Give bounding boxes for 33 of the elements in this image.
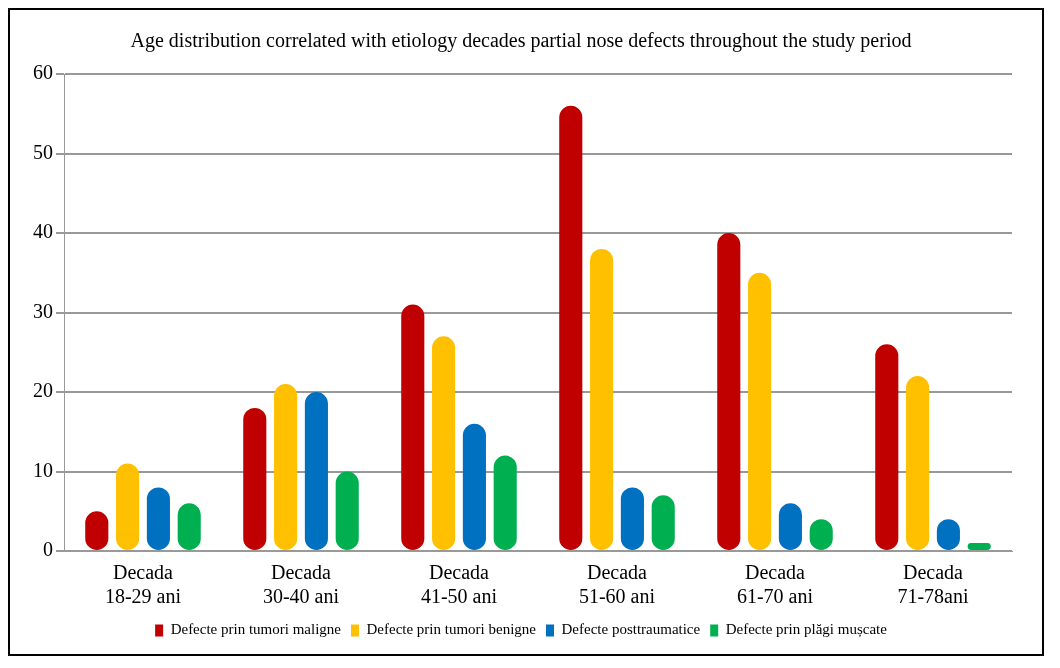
bar (590, 248, 614, 550)
x-tick-label: Decada 61-70 ani (736, 561, 814, 608)
y-tick-label: 40 (33, 220, 53, 243)
chart-title: Age distribution correlated with etiology decades partial nose defects throughout the study period (130, 29, 912, 53)
legend-label: Defecte prin tumori benigne (366, 621, 537, 638)
y-tick-label: 10 (33, 458, 53, 481)
y-tick-label: 0 (43, 538, 53, 561)
bar (717, 233, 741, 550)
bar (401, 304, 425, 550)
x-tick-label: Decada 51-60 ani (578, 561, 656, 608)
bar (559, 105, 583, 550)
y-tick-label: 50 (33, 140, 53, 163)
bar (432, 336, 456, 550)
y-tick-label: 20 (33, 379, 53, 402)
legend-label: Defecte prin tumori maligne (170, 621, 342, 638)
bar (875, 344, 899, 550)
x-tick-label: Decada 30-40 ani (262, 561, 340, 608)
x-tick-label: Decada 41-50 ani (420, 561, 498, 608)
bar (243, 407, 267, 550)
x-tick-label: Decada 18-29 ani (104, 561, 182, 608)
legend-label: Defecte posttraumatice (561, 621, 701, 638)
bar (906, 376, 930, 550)
y-tick-label: 30 (33, 299, 53, 322)
bar (304, 392, 328, 550)
bar (335, 471, 359, 550)
x-tick-label: Decada 71-78ani (897, 561, 969, 608)
bar (274, 384, 298, 550)
y-tick-label: 60 (33, 61, 53, 84)
bar (493, 455, 517, 550)
bar (748, 272, 772, 550)
bar (462, 423, 486, 550)
bar (116, 463, 140, 550)
legend-label: Defecte prin plăgi mușcate (725, 621, 888, 639)
